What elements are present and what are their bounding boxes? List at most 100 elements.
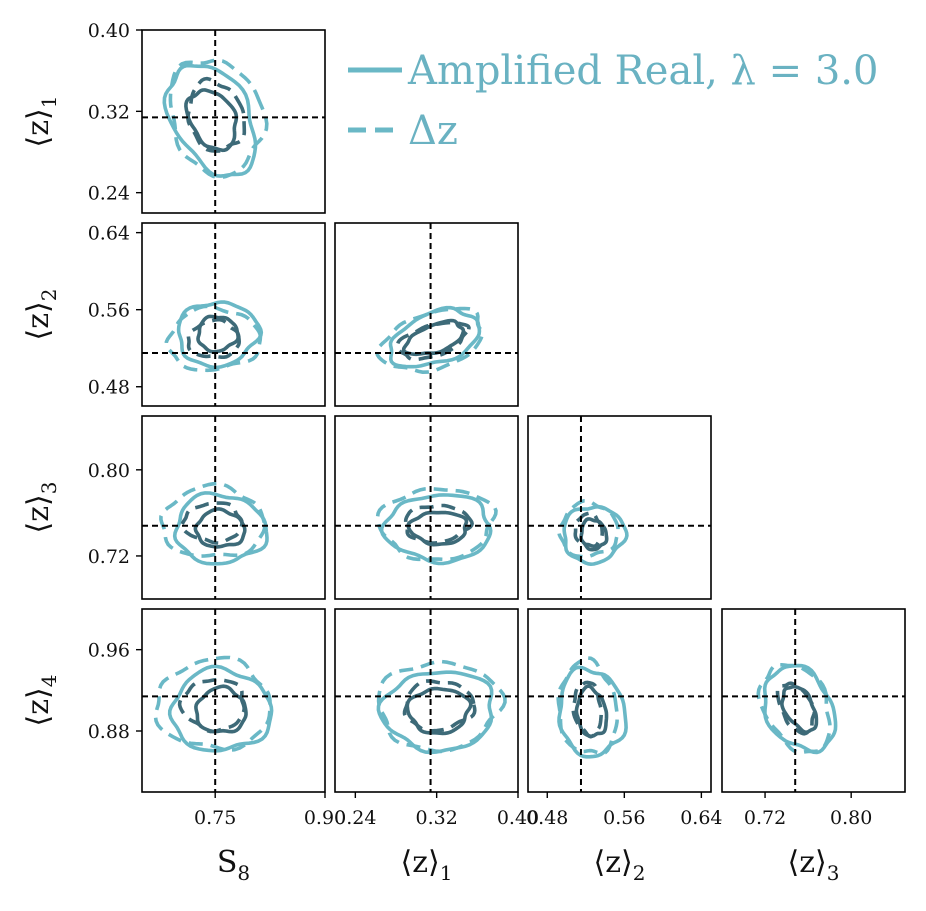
amplified-inner-contour bbox=[194, 684, 248, 734]
x-axis-label-S8: S8 bbox=[217, 845, 250, 885]
y-axis-label-z1: ⟨z⟩1 bbox=[21, 96, 61, 148]
amplified-inner-contour bbox=[196, 314, 240, 354]
axis-label-subscript: 3 bbox=[37, 482, 61, 495]
x-tick-label: 0.90 bbox=[304, 807, 346, 829]
legend: Amplified Real, λ = 3.0 Δz bbox=[348, 48, 878, 154]
panel-background bbox=[335, 609, 518, 792]
panel-z1-z2 bbox=[334, 222, 519, 407]
axis-label-subscript: 2 bbox=[633, 861, 646, 885]
axis-label-subscript: 1 bbox=[440, 861, 453, 885]
axis-label-symbol: ⟨z⟩ bbox=[594, 845, 633, 880]
legend-label: Δz bbox=[408, 108, 458, 154]
dz-inner-contour bbox=[180, 501, 244, 545]
amplified-inner-contour bbox=[574, 684, 609, 739]
panel-background bbox=[528, 609, 711, 792]
panel-frame bbox=[334, 415, 519, 600]
legend-entry-solid: Amplified Real, λ = 3.0 bbox=[348, 48, 878, 94]
axis-label-symbol: ⟨z⟩ bbox=[21, 301, 56, 340]
axis-label-subscript: 2 bbox=[37, 289, 61, 302]
axis-label-subscript: 3 bbox=[827, 861, 840, 885]
dz-inner-contour bbox=[571, 680, 604, 739]
panel-frame bbox=[334, 608, 519, 793]
panel-frame bbox=[527, 415, 712, 600]
y-axis-label-z3: ⟨z⟩3 bbox=[21, 482, 61, 534]
amplified-outer-contour bbox=[167, 664, 274, 753]
amplified-outer-contour bbox=[388, 305, 482, 369]
x-tick-label: 0.72 bbox=[744, 807, 786, 829]
amplified-outer-contour bbox=[557, 665, 628, 759]
x-tick-label: 0.80 bbox=[830, 807, 872, 829]
panel-z3-z4: 0.72 0.80 bbox=[721, 608, 906, 829]
amplified-outer-contour bbox=[762, 663, 838, 755]
x-tick-label: 0.75 bbox=[194, 807, 236, 829]
y-tick-label: 0.56 bbox=[88, 300, 130, 322]
y-tick-label: 0.88 bbox=[88, 721, 130, 743]
legend-entry-dashed: Δz bbox=[348, 108, 458, 154]
x-tick-label: 0.64 bbox=[680, 807, 722, 829]
y-tick-label: 0.24 bbox=[88, 183, 130, 205]
panel-S8-z4: 0.96 0.88 0.75 0.90 bbox=[88, 608, 346, 829]
amplified-inner-contour bbox=[193, 507, 247, 549]
y-tick-label: 0.40 bbox=[88, 20, 130, 42]
dz-outer-contour bbox=[153, 655, 272, 752]
panel-frame bbox=[141, 415, 326, 600]
y-axis-label-z2: ⟨z⟩2 bbox=[21, 289, 61, 341]
panel-background bbox=[142, 416, 325, 599]
x-axis-label-z1: ⟨z⟩1 bbox=[401, 845, 453, 885]
y-tick-label: 0.72 bbox=[88, 546, 130, 568]
panel-z1-z4: 0.24 0.32 0.40 bbox=[334, 608, 539, 829]
panel-S8-z2: 0.64 0.56 0.48 bbox=[88, 222, 326, 407]
amplified-inner-contour bbox=[401, 318, 466, 357]
axis-label-symbol: ⟨z⟩ bbox=[21, 687, 56, 726]
x-axis-labels: S8 ⟨z⟩1 ⟨z⟩2 ⟨z⟩3 bbox=[217, 845, 840, 885]
x-tick-label: 0.24 bbox=[334, 807, 376, 829]
panel-background bbox=[722, 609, 905, 792]
amplified-outer-contour bbox=[176, 300, 264, 370]
legend-label: Amplified Real, λ = 3.0 bbox=[407, 48, 878, 94]
amplified-inner-contour bbox=[184, 88, 239, 153]
y-axis-labels: ⟨z⟩1⟨z⟩2⟨z⟩3⟨z⟩4 bbox=[21, 96, 61, 727]
amplified-outer-contour bbox=[562, 504, 629, 566]
y-tick-label: 0.32 bbox=[88, 101, 130, 123]
dz-outer-contour bbox=[376, 659, 507, 754]
amplified-outer-contour bbox=[376, 670, 494, 755]
dz-inner-contour bbox=[573, 511, 604, 548]
x-axis-label-z3: ⟨z⟩3 bbox=[788, 845, 840, 885]
panel-frame bbox=[141, 222, 326, 407]
panel-frame bbox=[141, 608, 326, 793]
panel-frame bbox=[141, 29, 326, 214]
axis-label-subscript: 8 bbox=[237, 861, 250, 885]
panel-background bbox=[142, 223, 325, 406]
panel-frame bbox=[334, 222, 519, 407]
axis-label-symbol: S bbox=[217, 845, 238, 880]
panel-frame bbox=[527, 608, 712, 793]
y-tick-label: 0.48 bbox=[88, 377, 130, 399]
y-tick-label: 0.96 bbox=[88, 640, 130, 662]
dz-inner-contour bbox=[177, 677, 246, 734]
panel-z1-z3 bbox=[334, 415, 519, 600]
panel-z2-z4: 0.48 0.56 0.64 bbox=[526, 608, 723, 829]
y-tick-label: 0.64 bbox=[88, 223, 130, 245]
panel-layer: 0.40 0.32 0.24 0.64 0.56 0.48 0.80 0.72 0.96 0.88… bbox=[88, 20, 906, 829]
axis-label-symbol: ⟨z⟩ bbox=[788, 845, 827, 880]
dz-outer-contour bbox=[164, 304, 263, 373]
panel-background bbox=[528, 416, 711, 599]
panel-background bbox=[142, 30, 325, 213]
panel-frame bbox=[721, 608, 906, 793]
dz-outer-contour bbox=[159, 481, 267, 558]
panel-z2-z3 bbox=[527, 415, 712, 600]
panel-background bbox=[142, 609, 325, 792]
amplified-outer-contour bbox=[162, 63, 258, 178]
x-tick-label: 0.32 bbox=[416, 807, 458, 829]
dz-inner-contour bbox=[403, 503, 474, 545]
axis-label-symbol: ⟨z⟩ bbox=[21, 494, 56, 533]
axis-label-symbol: ⟨z⟩ bbox=[401, 845, 440, 880]
x-axis-label-z2: ⟨z⟩2 bbox=[594, 845, 646, 885]
dz-inner-contour bbox=[186, 317, 241, 359]
y-axis-label-z4: ⟨z⟩4 bbox=[21, 675, 61, 727]
axis-label-symbol: ⟨z⟩ bbox=[21, 108, 56, 147]
x-tick-label: 0.40 bbox=[497, 807, 539, 829]
x-tick-label: 0.56 bbox=[603, 807, 645, 829]
panel-S8-z1: 0.40 0.32 0.24 bbox=[88, 20, 326, 214]
